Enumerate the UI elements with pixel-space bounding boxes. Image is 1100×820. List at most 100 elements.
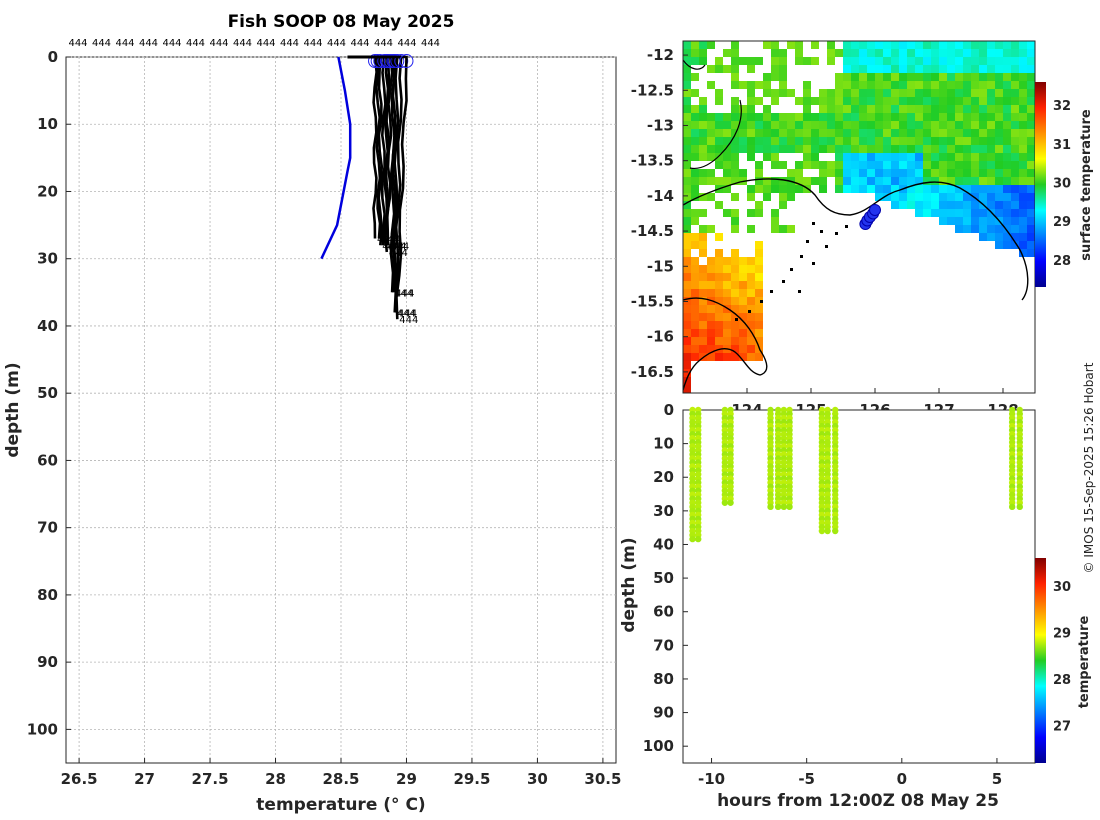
sst-cell (915, 49, 923, 57)
section-colorbar (1035, 558, 1046, 763)
sst-cell (907, 105, 915, 113)
sst-cell (1003, 49, 1011, 57)
sst-cell (963, 65, 971, 73)
section-y-tick-label: 40 (653, 535, 674, 553)
sst-cell (1003, 145, 1011, 153)
sst-cell (899, 81, 907, 89)
sst-cell (803, 105, 811, 113)
sst-cell (1011, 209, 1019, 217)
sst-cell (843, 177, 851, 185)
sst-cell (707, 193, 715, 201)
sst-cell (691, 281, 699, 289)
sst-cell (931, 89, 939, 97)
sst-cell (771, 121, 779, 129)
sst-cell (763, 145, 771, 153)
temperature-profile-line (347, 55, 378, 239)
sst-cell (899, 105, 907, 113)
sst-cell (683, 377, 691, 385)
sst-cell (979, 145, 987, 153)
sst-cell (931, 201, 939, 209)
sst-cell (1027, 233, 1035, 241)
sst-cell (971, 81, 979, 89)
sst-cell (683, 353, 691, 361)
sst-cell (907, 177, 915, 185)
sst-cell (731, 249, 739, 257)
sst-cell (915, 161, 923, 169)
sst-cell (931, 209, 939, 217)
sst-cell (771, 153, 779, 161)
sst-cell (947, 113, 955, 121)
sst-cell (739, 169, 747, 177)
sst-cell (1011, 137, 1019, 145)
sst-cell (819, 97, 827, 105)
sst-cell (715, 273, 723, 281)
sst-cell (755, 121, 763, 129)
sst-cell (859, 185, 867, 193)
sst-cell (1011, 185, 1019, 193)
sst-cell (1003, 89, 1011, 97)
sst-cell (1011, 105, 1019, 113)
sst-cell (1003, 225, 1011, 233)
sst-cell (699, 41, 707, 49)
sst-cell (971, 209, 979, 217)
sst-cell (683, 57, 691, 65)
sst-cell (883, 177, 891, 185)
sst-cell (691, 289, 699, 297)
sst-cell (859, 89, 867, 97)
sst-cell (907, 129, 915, 137)
sst-cell (891, 129, 899, 137)
sst-cell (947, 201, 955, 209)
sst-cell (683, 113, 691, 121)
sst-cell (1027, 89, 1035, 97)
sst-cell (971, 185, 979, 193)
sst-cell (843, 161, 851, 169)
sst-cell (771, 129, 779, 137)
sst-cell (995, 65, 1003, 73)
sst-cell (1011, 97, 1019, 105)
profile-end-label: 444 (398, 309, 417, 320)
sst-cell (715, 201, 723, 209)
sst-cell (755, 185, 763, 193)
sst-cell (843, 137, 851, 145)
sst-cell (795, 137, 803, 145)
sst-cell (715, 329, 723, 337)
sst-cell (731, 193, 739, 201)
sst-cell (931, 153, 939, 161)
sst-cell (795, 129, 803, 137)
sst-cell (1011, 169, 1019, 177)
sst-cell (971, 89, 979, 97)
sst-cell (987, 65, 995, 73)
sst-cell (835, 129, 843, 137)
sst-cell (691, 41, 699, 49)
sst-cell (699, 305, 707, 313)
section-colorbar-label: temperature (1077, 616, 1092, 709)
sst-cell (947, 73, 955, 81)
sst-cell (819, 145, 827, 153)
sst-cell (867, 121, 875, 129)
sst-cell (859, 49, 867, 57)
sst-cell (715, 281, 723, 289)
sst-cell (1011, 193, 1019, 201)
sst-cell (875, 113, 883, 121)
sst-cell (963, 81, 971, 89)
sst-cell (843, 185, 851, 193)
sst-cell (819, 121, 827, 129)
sst-cell (691, 57, 699, 65)
sst-cell (691, 273, 699, 281)
sst-cell (971, 121, 979, 129)
sst-cell (995, 73, 1003, 81)
sst-cell (755, 249, 763, 257)
sst-cell (755, 289, 763, 297)
sst-cell (915, 41, 923, 49)
sst-cell (755, 145, 763, 153)
sst-cell (835, 81, 843, 89)
sst-cell (835, 105, 843, 113)
sst-cell (947, 49, 955, 57)
sst-cell (891, 177, 899, 185)
sst-cell (1019, 57, 1027, 65)
sst-cell (723, 121, 731, 129)
sst-cell (723, 281, 731, 289)
sst-cell (883, 97, 891, 105)
sst-cell (939, 193, 947, 201)
sst-cell (1027, 161, 1035, 169)
